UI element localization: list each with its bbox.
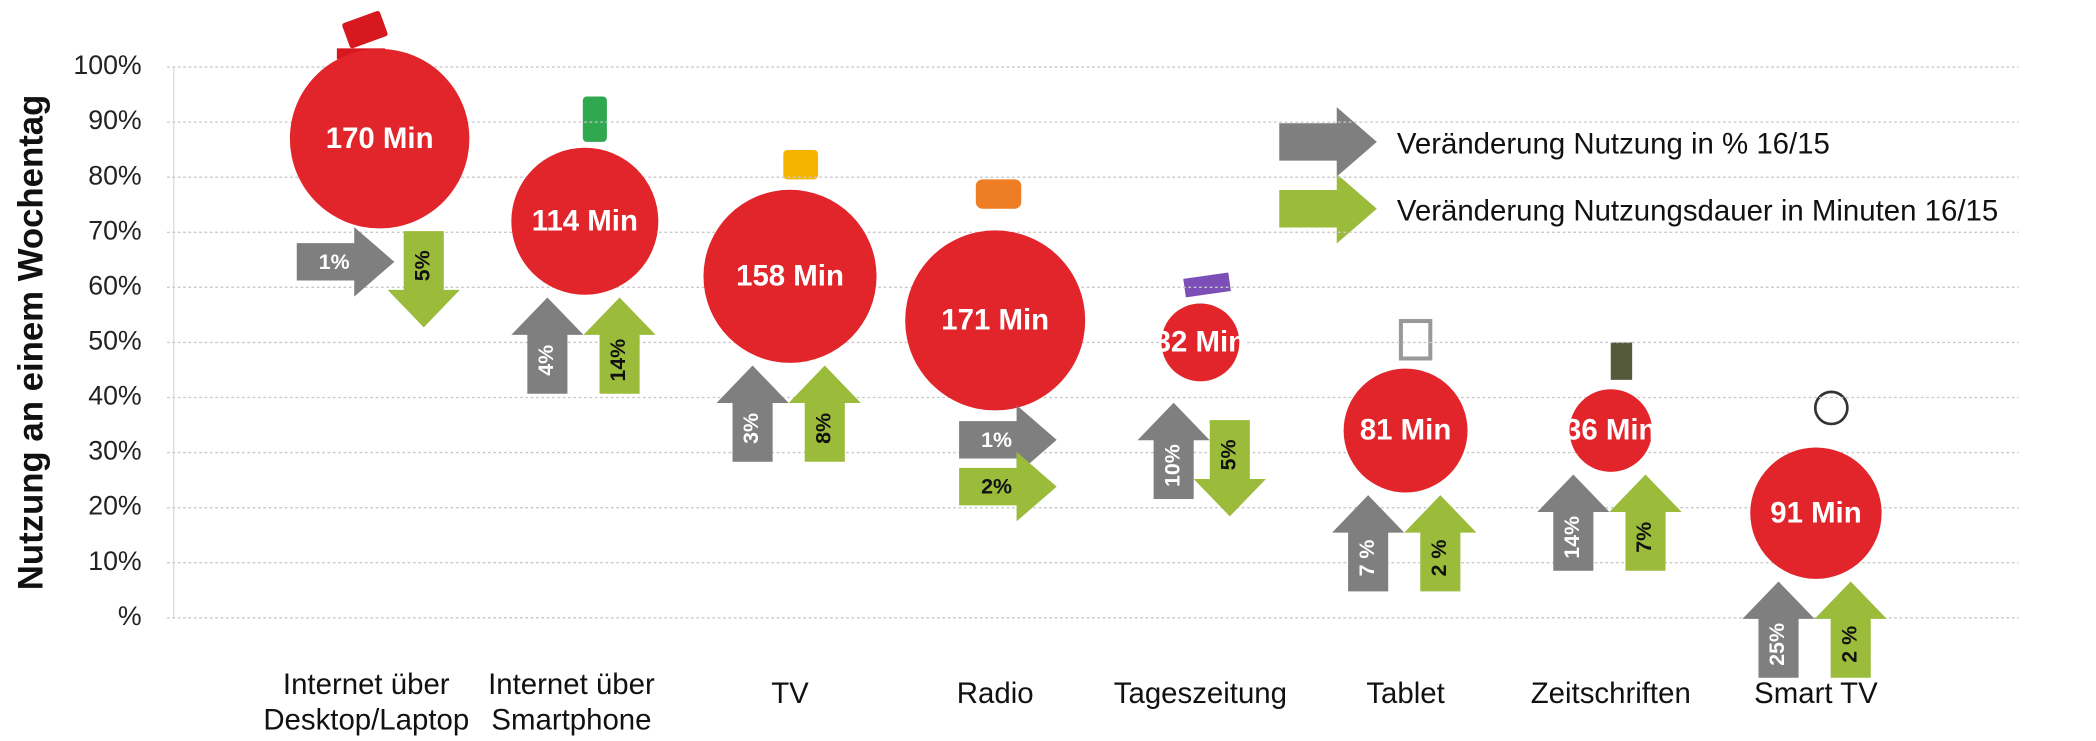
change-arrow: 1% — [296, 227, 395, 297]
arrow-shape — [583, 297, 656, 394]
arrow-shape — [1193, 420, 1266, 517]
arrow-shape — [788, 365, 861, 462]
change-arrow: 4% — [511, 297, 584, 394]
arrow-shape — [1814, 581, 1887, 678]
change-arrow: 2 % — [1404, 495, 1477, 592]
arrow-shape — [1137, 402, 1210, 500]
bubble-label: 170 Min — [326, 122, 434, 155]
change-arrow: 7% — [1609, 474, 1682, 571]
bubble-label: 171 Min — [941, 304, 1049, 337]
bubble-label: 81 Min — [1360, 414, 1451, 447]
change-arrow: 5% — [387, 231, 460, 328]
y-tick-label: 90% — [88, 105, 141, 135]
y-tick-label: 40% — [88, 381, 141, 411]
y-tick-label: 30% — [88, 436, 141, 466]
y-tick-label: 100% — [73, 50, 141, 80]
arrow-shape — [1537, 474, 1610, 571]
arrow-shape — [511, 297, 584, 394]
arrow-label: 8% — [811, 413, 835, 444]
y-tick-label: 70% — [88, 215, 141, 245]
y-tick-label: 50% — [88, 325, 141, 355]
laptop-icon — [342, 10, 388, 49]
bubble-label: 158 Min — [736, 259, 844, 292]
arrow-shape — [959, 405, 1057, 475]
bubble-label: 114 Min — [532, 204, 638, 237]
tv-icon — [783, 149, 819, 180]
change-arrow: 8% — [788, 365, 861, 462]
x-tick-label: Zeitschriften — [1531, 677, 1691, 710]
x-tick-label: Internet über Desktop/Laptop — [263, 668, 469, 736]
phone-icon — [582, 96, 607, 142]
newspaper-icon — [1183, 272, 1231, 298]
arrow-shape — [296, 227, 395, 297]
arrow-shape — [1609, 474, 1682, 571]
bubble — [905, 230, 1086, 411]
arrow-label: 5% — [410, 250, 434, 281]
bubble — [703, 189, 877, 363]
legend-swatch — [1279, 107, 1377, 177]
y-tick-label: % — [118, 601, 142, 631]
x-tick-label: Tablet — [1366, 677, 1444, 710]
smarttv-icon — [1813, 390, 1849, 426]
bubble — [511, 147, 659, 295]
y-tick-label: 80% — [88, 160, 141, 190]
bubble-label: 32 Min — [1155, 326, 1246, 359]
change-arrow: 1% — [959, 405, 1057, 475]
change-arrow: 2% — [959, 451, 1057, 522]
arrow-label: 1% — [981, 428, 1012, 452]
arrow-label: 7% — [1632, 522, 1656, 553]
arrow-label: 2 % — [1427, 540, 1451, 577]
arrow-shape — [1742, 581, 1815, 678]
arrow-shape — [387, 231, 460, 328]
arrow-label: 1% — [319, 250, 350, 274]
arrow-shape — [1332, 495, 1405, 592]
arrow-shape — [716, 365, 789, 462]
x-tick-label: Internet über Smartphone — [488, 668, 655, 736]
change-arrow: 2 % — [1814, 581, 1887, 678]
change-arrow: 25% — [1742, 581, 1815, 678]
bubble-label: 36 Min — [1565, 414, 1656, 447]
bubble — [289, 48, 470, 229]
legend-label: Veränderung Nutzungsdauer in Minuten 16/… — [1397, 195, 1998, 228]
arrow-shape — [1404, 495, 1477, 592]
arrow-label: 10% — [1160, 444, 1184, 487]
magazine-icon — [1610, 342, 1633, 380]
bubble — [1569, 389, 1653, 472]
bubble — [1750, 447, 1882, 579]
arrow-label: 7 % — [1355, 540, 1379, 577]
arrow-label: 2 % — [1837, 626, 1861, 663]
change-arrow: 10% — [1137, 402, 1210, 500]
arrow-label: 25% — [1765, 623, 1789, 666]
legend: Veränderung Nutzung in % 16/15 Veränderun… — [1279, 107, 1998, 244]
arrow-label: 2% — [981, 475, 1012, 499]
legend-label: Veränderung Nutzung in % 16/15 — [1397, 128, 1830, 161]
change-arrow: 5% — [1193, 420, 1266, 517]
change-arrow: 3% — [716, 365, 789, 462]
tablet-icon — [1398, 319, 1433, 361]
y-tick-label: 20% — [88, 491, 141, 521]
x-tick-label: TV — [771, 677, 809, 710]
y-tick-label: 10% — [88, 546, 141, 576]
arrow-shape — [959, 451, 1057, 522]
bubble — [1343, 368, 1468, 493]
x-tick-label: Smart TV — [1754, 677, 1878, 710]
y-tick-label: 60% — [88, 270, 141, 300]
x-tick-label: Radio — [957, 677, 1034, 710]
x-tick-label: Tageszeitung — [1114, 677, 1287, 710]
arrow-label: 14% — [606, 339, 630, 382]
change-arrow: 14% — [1537, 474, 1610, 571]
arrow-label: 5% — [1216, 439, 1240, 470]
bubble-label: 91 Min — [1770, 496, 1861, 529]
bubble — [1161, 303, 1240, 382]
change-arrow: 14% — [583, 297, 656, 394]
radio-icon — [975, 179, 1022, 209]
arrow-label: 14% — [1560, 516, 1584, 559]
arrow-label: 3% — [739, 413, 763, 444]
change-arrow: 7 % — [1332, 495, 1405, 592]
y-axis-title: Nutzung an einem Wochentag — [13, 95, 51, 591]
arrow-label: 4% — [534, 345, 558, 376]
icons — [336, 10, 1849, 426]
legend-swatch — [1279, 174, 1377, 244]
